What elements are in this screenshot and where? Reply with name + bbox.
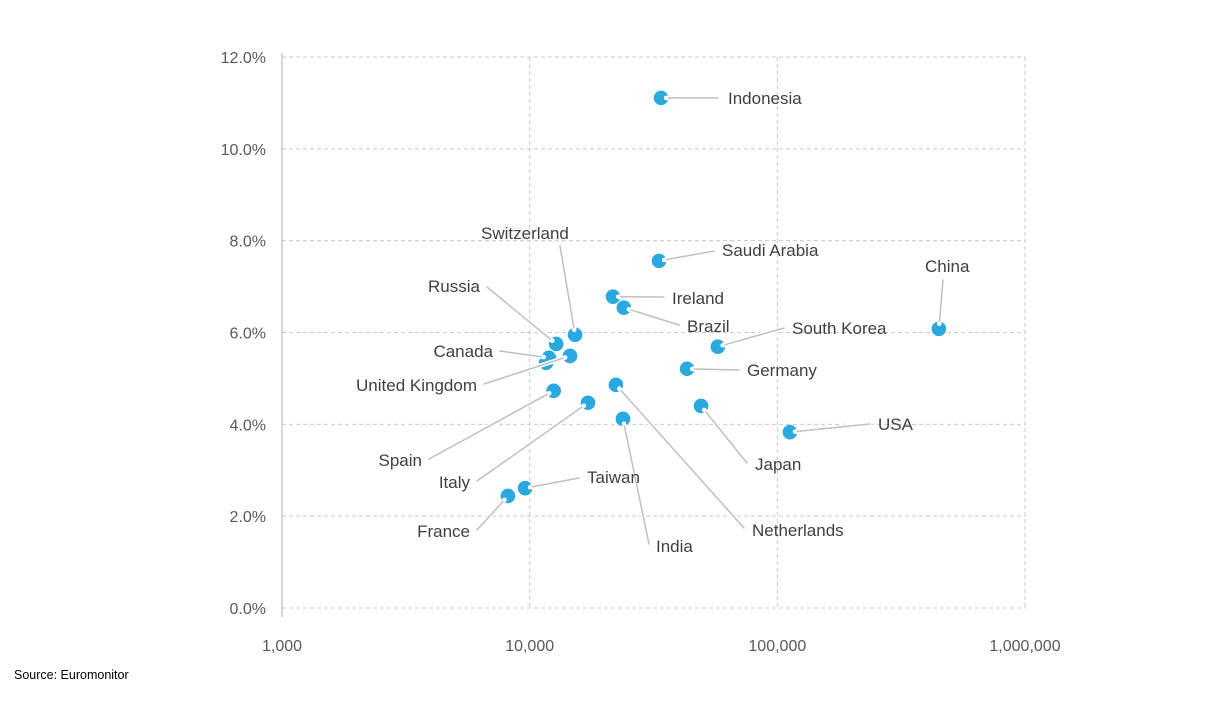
leader-line: [725, 328, 784, 345]
y-tick-label: 0.0%: [230, 601, 266, 618]
leader-line: [706, 412, 747, 463]
point-label-canada: Canada: [433, 342, 493, 361]
point-label-brazil: Brazil: [687, 317, 730, 336]
leader-line: [560, 246, 574, 327]
leader-line: [532, 478, 579, 487]
y-tick-label: 2.0%: [230, 509, 266, 526]
point-label-south-korea: South Korea: [792, 319, 887, 338]
x-tick-label: 1,000,000: [989, 638, 1060, 655]
point-label-netherlands: Netherlands: [752, 521, 844, 540]
point-label-indonesia: Indonesia: [728, 89, 802, 108]
point-label-china: China: [925, 257, 970, 276]
y-tick-label: 8.0%: [230, 234, 266, 251]
y-tick-label: 6.0%: [230, 326, 266, 343]
point-label-switzerland: Switzerland: [481, 224, 569, 243]
point-label-russia: Russia: [428, 277, 481, 296]
point-label-germany: Germany: [747, 361, 817, 380]
x-tick-label: 100,000: [748, 638, 806, 655]
leader-line: [695, 369, 739, 370]
y-tick-label: 12.0%: [221, 50, 266, 67]
leader-line: [487, 287, 550, 339]
leader-line: [631, 310, 679, 325]
point-label-spain: Spain: [379, 451, 422, 470]
point-label-taiwan: Taiwan: [587, 468, 640, 487]
y-tick-label: 4.0%: [230, 417, 266, 434]
y-tick-label: 10.0%: [221, 142, 266, 159]
point-label-united-kingdom: United Kingdom: [356, 376, 477, 395]
x-tick-label: 10,000: [505, 638, 554, 655]
leader-line: [797, 424, 870, 431]
point-label-saudi-arabia: Saudi Arabia: [722, 241, 819, 260]
point-label-france: France: [417, 522, 470, 541]
source-note: Source: Euromonitor: [14, 668, 129, 682]
point-label-usa: USA: [878, 415, 914, 434]
leader-line: [666, 251, 714, 260]
leader-line: [477, 407, 582, 481]
point-label-india: India: [656, 537, 693, 556]
point-label-italy: Italy: [439, 473, 471, 492]
x-tick-label: 1,000: [262, 638, 302, 655]
point-label-japan: Japan: [755, 455, 801, 474]
leader-line: [484, 358, 563, 384]
point-label-ireland: Ireland: [672, 289, 724, 308]
